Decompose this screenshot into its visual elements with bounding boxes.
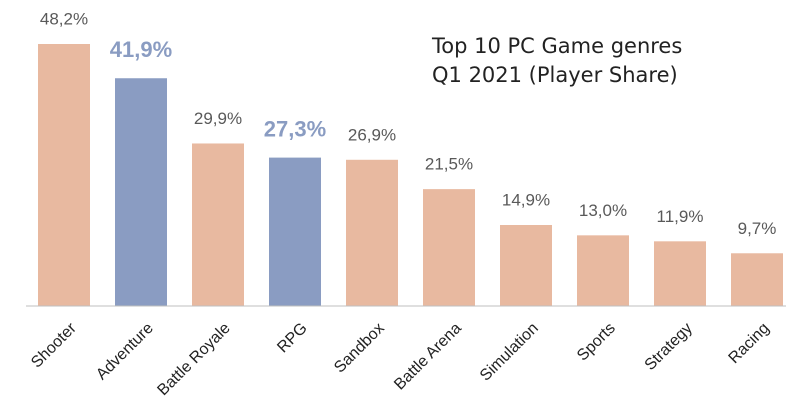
value-label: 11,9% <box>657 207 704 226</box>
value-label: 26,9% <box>348 125 396 144</box>
value-label: 21,5% <box>425 155 473 174</box>
x-tick-label: Sports <box>574 320 619 365</box>
value-label: 48,2% <box>40 9 88 28</box>
value-label: 14,9% <box>502 190 550 209</box>
x-tick-label: Strategy <box>642 320 696 374</box>
value-label: 13,0% <box>579 201 627 220</box>
bar <box>577 235 629 306</box>
value-label: 41,9% <box>110 37 172 62</box>
bar <box>115 78 167 306</box>
chart-subtitle: Q1 2021 (Player Share) <box>432 63 678 87</box>
value-label: 27,3% <box>264 116 326 141</box>
bar <box>38 44 90 306</box>
x-tick-label: Battle Royale <box>154 320 233 399</box>
chart-title: Top 10 PC Game genres <box>431 34 682 58</box>
bar <box>654 241 706 306</box>
value-label: 9,7% <box>738 219 777 238</box>
value-label: 29,9% <box>194 109 242 128</box>
bar <box>346 159 398 306</box>
x-tick-label: Shooter <box>28 319 80 371</box>
x-tick-label: Adventure <box>93 320 157 384</box>
x-tick-label: RPG <box>274 320 311 357</box>
x-tick-label: Battle Arena <box>391 320 465 394</box>
bar <box>269 157 321 306</box>
bar <box>423 189 475 306</box>
bar <box>731 253 783 306</box>
bar <box>192 143 244 306</box>
x-tick-label: Sandbox <box>331 320 388 377</box>
x-tick-label: Simulation <box>477 320 542 385</box>
x-tick-label: Racing <box>726 320 773 367</box>
bar <box>500 225 552 306</box>
